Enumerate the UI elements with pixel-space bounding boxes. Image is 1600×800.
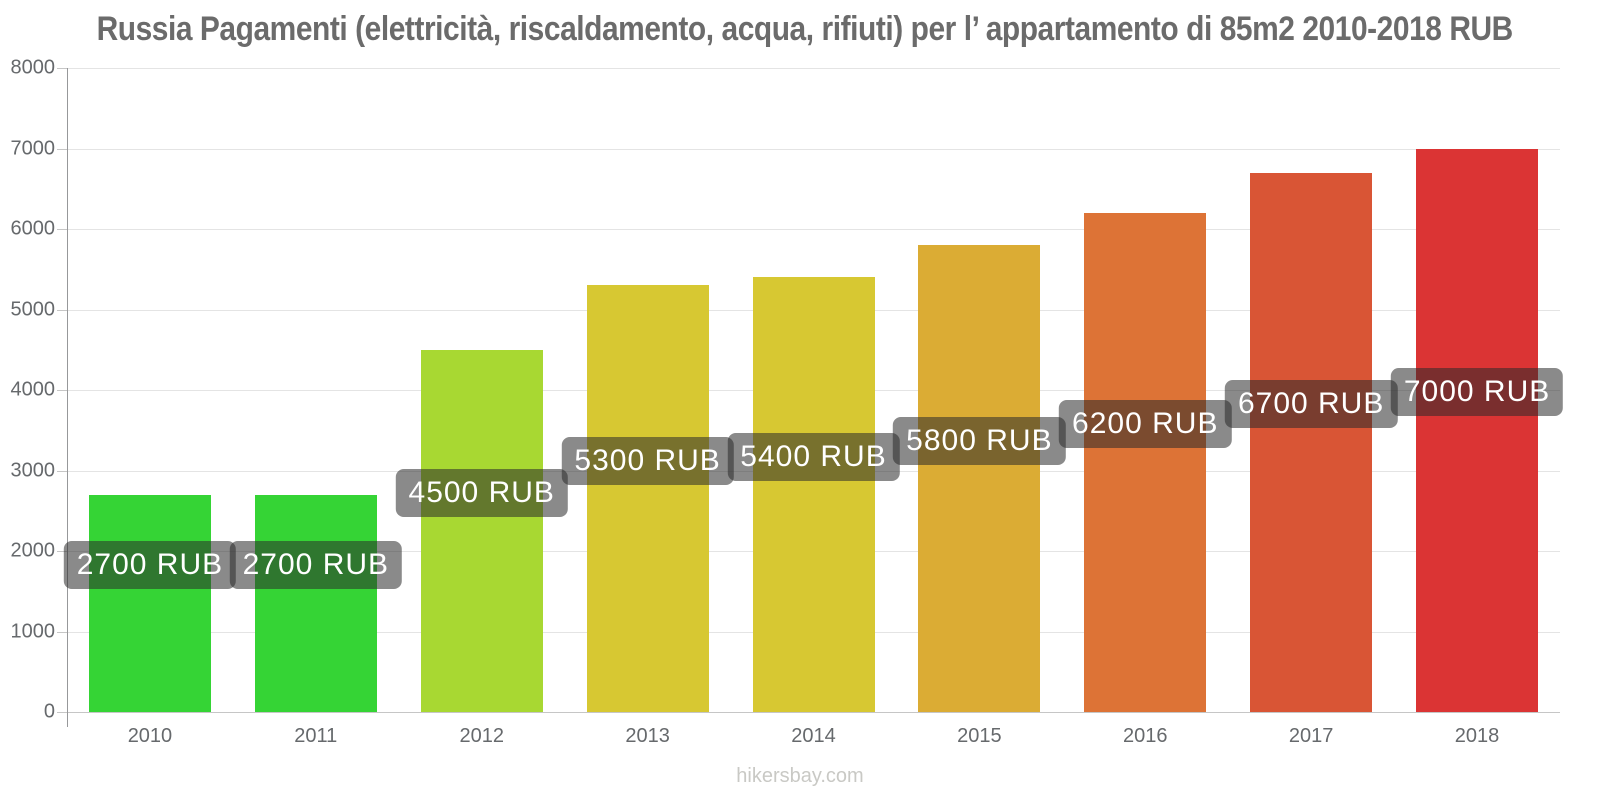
bar-value-label-2010: 2700 RUB xyxy=(63,541,237,590)
y-axis-label-5000: 5000 xyxy=(10,298,56,320)
bar-value-label-2012: 4500 RUB xyxy=(395,468,568,517)
x-axis-label-2012: 2012 xyxy=(459,725,504,747)
y-tick-8000 xyxy=(57,68,67,69)
bar-2013[interactable] xyxy=(586,285,709,712)
bar-2017[interactable] xyxy=(1250,172,1373,712)
watermark: hikersbay.com xyxy=(736,765,864,787)
gridline-7000 xyxy=(67,148,1560,150)
y-axis-label-0: 0 xyxy=(43,700,55,723)
y-axis-label-6000: 6000 xyxy=(10,217,56,240)
x-axis-label-2013: 2013 xyxy=(625,725,670,747)
gridline-0 xyxy=(67,712,1560,713)
bar-2011[interactable] xyxy=(254,494,377,712)
y-axis-label-7000: 7000 xyxy=(10,137,56,159)
bar-value-label-2014: 5400 RUB xyxy=(727,432,900,481)
bar-2010[interactable] xyxy=(88,494,211,712)
x-axis-label-2015: 2015 xyxy=(957,725,1002,747)
gridline-8000 xyxy=(67,68,1560,69)
y-tick-7000 xyxy=(57,148,67,150)
y-axis-line xyxy=(67,68,68,727)
x-axis-label-2018: 2018 xyxy=(1454,725,1500,747)
x-axis-label-2016: 2016 xyxy=(1123,725,1168,747)
bar-value-label-2018: 7000 RUB xyxy=(1390,368,1564,417)
y-axis-label-4000: 4000 xyxy=(10,378,56,401)
bar-2016[interactable] xyxy=(1084,212,1207,712)
bar-value-label-2015: 5800 RUB xyxy=(893,416,1066,465)
y-tick-1000 xyxy=(57,631,67,633)
y-tick-5000 xyxy=(57,309,67,311)
bar-value-label-2013: 5300 RUB xyxy=(561,436,734,485)
bar-2012[interactable] xyxy=(420,349,543,712)
bar-2014[interactable] xyxy=(752,277,875,712)
y-tick-6000 xyxy=(57,229,67,230)
bar-2018[interactable] xyxy=(1416,148,1539,712)
chart-title-row: Russia Pagamenti (elettricità, riscaldam… xyxy=(0,10,1600,49)
y-tick-0 xyxy=(57,712,67,713)
x-axis-label-2011: 2011 xyxy=(294,725,338,747)
bar-value-label-2017: 6700 RUB xyxy=(1224,380,1398,429)
y-tick-4000 xyxy=(57,390,67,391)
gridline-6000 xyxy=(67,229,1560,230)
bar-value-label-2016: 6200 RUB xyxy=(1059,400,1232,449)
chart-title: Russia Pagamenti (elettricità, riscaldam… xyxy=(96,10,1514,48)
x-axis-label-2017: 2017 xyxy=(1288,725,1334,747)
x-axis-label-2010: 2010 xyxy=(127,725,173,747)
x-axis-label-2014: 2014 xyxy=(791,725,836,747)
bar-2015[interactable] xyxy=(918,245,1041,712)
y-tick-2000 xyxy=(57,551,67,552)
bar-value-label-2011: 2700 RUB xyxy=(229,541,403,590)
y-axis-label-1000: 1000 xyxy=(10,620,56,642)
y-axis-label-2000: 2000 xyxy=(10,539,56,562)
y-axis-label-8000: 8000 xyxy=(10,56,56,79)
y-axis-label-3000: 3000 xyxy=(10,459,56,481)
y-tick-3000 xyxy=(57,470,67,472)
